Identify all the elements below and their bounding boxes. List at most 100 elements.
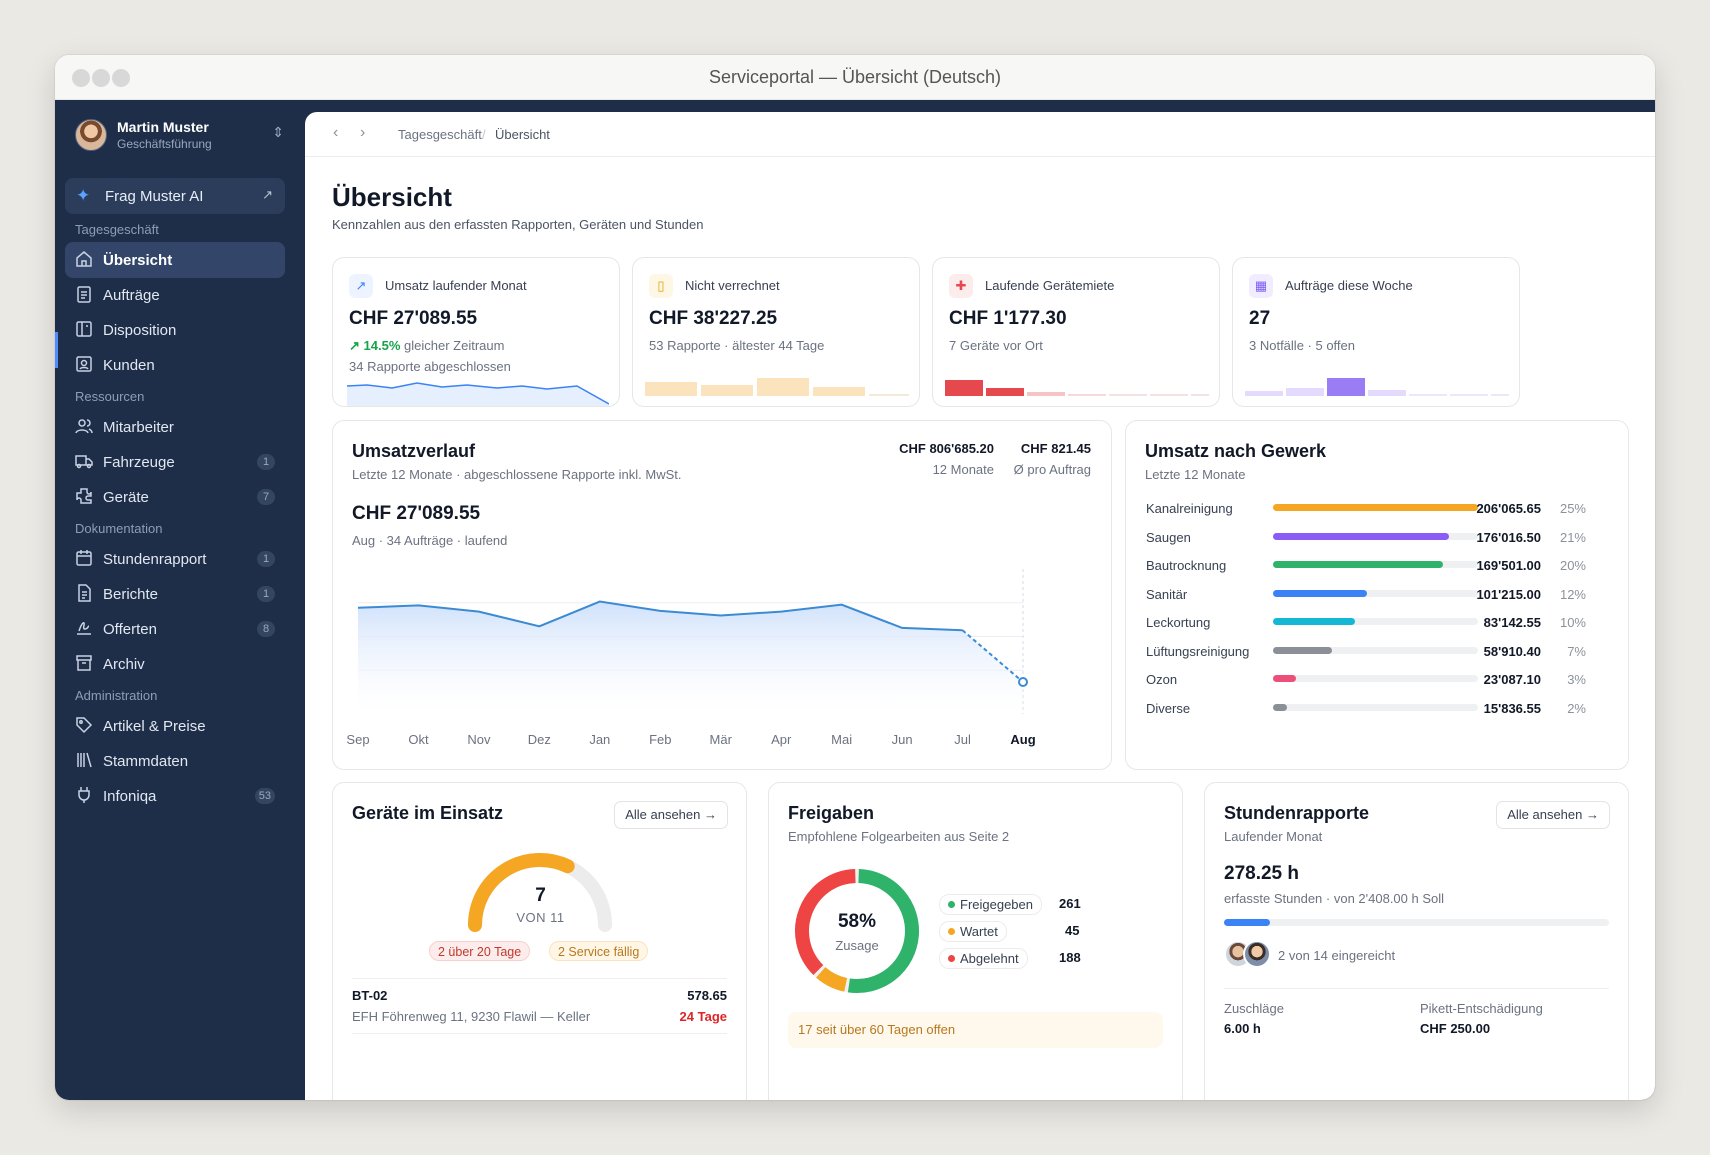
kpi-card-auftraege[interactable]: ▦ Aufträge diese Woche 27 3 Notfälle · 5…	[1232, 257, 1520, 407]
trend-up-icon: ↗	[349, 274, 373, 298]
user-switcher[interactable]: Martin Muster Geschäftsführung ⇕	[75, 117, 290, 155]
hours-sub: erfasste Stunden · von 2'408.00 h Soll	[1224, 891, 1445, 906]
freigaben-donut	[795, 869, 919, 993]
donut-slice[interactable]	[816, 966, 848, 992]
legend-label: Abgelehnt	[960, 951, 1019, 966]
plug-icon	[78, 787, 90, 803]
card-subtitle: Letzte 12 Monate · abgeschlossene Rappor…	[352, 467, 682, 482]
current-point[interactable]	[1018, 677, 1028, 688]
tag-icon	[76, 717, 93, 734]
gewerk-row[interactable]: Sanitär 101'215.00 12%	[1146, 585, 1586, 605]
gewerk-bar	[1273, 675, 1296, 682]
count-badge: 8	[257, 621, 275, 637]
gewerk-row[interactable]: Bautrocknung 169'501.00 20%	[1146, 556, 1586, 576]
sidebar-item-offerten[interactable]: Offerten 8	[65, 611, 285, 647]
sidebar-item-stammdaten[interactable]: Stammdaten	[65, 743, 285, 779]
sidebar-item-geraete[interactable]: Geräte 7	[65, 479, 285, 515]
pikett-value: CHF 250.00	[1420, 1021, 1491, 1036]
geraete-gauge	[468, 853, 612, 932]
kpi-bars	[945, 376, 1209, 396]
legend-value: 188	[1059, 950, 1081, 965]
gewerk-row[interactable]: Saugen 176'016.50 21%	[1146, 528, 1586, 548]
kpi-card-nicht-verrechnet[interactable]: ▯ Nicht verrechnet CHF 38'227.25 53 Rapp…	[632, 257, 920, 407]
gewerk-value: 176'016.50	[1476, 529, 1541, 545]
gewerk-row[interactable]: Diverse 15'836.55 2%	[1146, 699, 1586, 719]
avg-value: CHF 821.45	[1020, 441, 1091, 456]
legend-value: 261	[1059, 896, 1081, 911]
kpi-card-geraetemiete[interactable]: ✚ Laufende Gerätemiete CHF 1'177.30 7 Ge…	[932, 257, 1220, 407]
gewerk-row[interactable]: Kanalreinigung 206'065.65 25%	[1146, 499, 1586, 519]
sidebar-item-label: Disposition	[103, 322, 177, 339]
card-title: Stundenrapporte	[1224, 803, 1370, 823]
legend-abgelehnt: Abgelehnt 188	[939, 948, 1089, 969]
calendar-icon	[76, 550, 92, 566]
chevron-updown-icon: ⇕	[272, 124, 284, 140]
warning-banner[interactable]: 17 seit über 60 Tagen offen	[788, 1012, 1163, 1048]
sidebar-item-kunden[interactable]: Kunden	[65, 347, 285, 383]
window-title: Serviceportal — Übersicht (Deutsch)	[708, 67, 1002, 87]
kpi-card-umsatz[interactable]: ↗ Umsatz laufender Monat CHF 27'089.55 ↗…	[332, 257, 620, 407]
x-tick-label: Feb	[649, 732, 671, 747]
count-badge: 7	[257, 489, 275, 505]
gewerk-bar-track	[1273, 589, 1478, 597]
sidebar-item-archiv[interactable]: Archiv	[65, 646, 285, 682]
sidebar-item-stundenrapport[interactable]: Stundenrapport 1	[65, 541, 285, 577]
sidebar-item-label: Berichte	[103, 586, 159, 603]
x-tick-label: Jun	[892, 732, 913, 747]
gewerk-row[interactable]: Lüftungsreinigung 58'910.40 7%	[1146, 642, 1586, 662]
gewerk-name: Diverse	[1146, 700, 1191, 716]
sidebar-item-artikel-preise[interactable]: Artikel & Preise	[65, 708, 285, 744]
gewerk-percent: 21%	[1559, 529, 1586, 545]
alert-pill-overdue[interactable]: 2 über 20 Tage	[429, 941, 531, 961]
kpi-sub: 53 Rapporte · ältester 44 Tage	[649, 338, 825, 353]
gewerk-row[interactable]: Leckortung 83'142.55 10%	[1146, 613, 1586, 633]
users-icon	[75, 419, 93, 434]
donut-slice[interactable]	[795, 869, 856, 976]
card-subtitle: Laufender Monat	[1224, 829, 1323, 844]
minimize-window-button[interactable]	[92, 69, 110, 87]
view-all-stunden-button[interactable]: Alle ansehen →	[1496, 801, 1610, 829]
gewerk-bar	[1273, 589, 1368, 597]
sidebar: Martin Muster Geschäftsführung ⇕ ✦ Frag …	[55, 100, 305, 1100]
gewerk-bar-track	[1273, 703, 1478, 711]
sidebar-item-auftraege[interactable]: Aufträge	[65, 277, 285, 313]
legend-label: Freigegeben	[960, 897, 1033, 912]
gewerk-bar	[1273, 532, 1450, 540]
home-icon	[76, 251, 92, 267]
back-icon[interactable]: ‹	[333, 124, 339, 141]
x-tick-label: Mai	[831, 732, 852, 747]
section-label: Ressourcen	[75, 389, 145, 404]
x-tick-label: Dez	[528, 732, 551, 747]
gewerk-bar-track	[1273, 504, 1478, 511]
breadcrumb-current: Übersicht	[495, 127, 550, 142]
view-all-geraete-button[interactable]: Alle ansehen →	[614, 801, 728, 829]
ask-ai-button[interactable]: ✦ Frag Muster AI ↗	[65, 178, 285, 214]
breadcrumb-parent[interactable]: Tagesgeschäft	[398, 127, 482, 142]
avatar	[1243, 940, 1271, 968]
sidebar-item-fahrzeuge[interactable]: Fahrzeuge 1	[65, 444, 285, 480]
sidebar-item-disposition[interactable]: Disposition	[65, 312, 285, 348]
divider	[352, 1033, 727, 1034]
sidebar-item-berichte[interactable]: Berichte 1	[65, 576, 285, 612]
app-window: Serviceportal — Übersicht (Deutsch) Mart…	[55, 55, 1655, 1100]
page-title: Übersicht	[332, 182, 452, 212]
gewerk-bar	[1273, 646, 1333, 654]
sidebar-item-label: Artikel & Preise	[103, 718, 206, 735]
donut-slice[interactable]	[847, 869, 919, 993]
forward-icon[interactable]: ›	[360, 124, 366, 141]
gewerk-name: Sanitär	[1146, 586, 1188, 602]
gewerk-percent: 12%	[1559, 586, 1586, 602]
sidebar-item-infoniqa[interactable]: Infoniqa 53	[65, 778, 285, 814]
gewerk-name: Bautrocknung	[1146, 558, 1227, 573]
sidebar-item-uebersicht[interactable]: Übersicht	[65, 242, 285, 278]
alert-pill-service[interactable]: 2 Service fällig	[549, 941, 649, 961]
close-window-button[interactable]	[72, 69, 90, 87]
count-badge: 1	[257, 454, 275, 470]
contact-card-icon	[76, 356, 92, 372]
gauge-total: VON 11	[516, 910, 565, 925]
kpi-sub: 34 Rapporte abgeschlossen	[349, 359, 511, 374]
zoom-window-button[interactable]	[112, 69, 130, 87]
gewerk-row[interactable]: Ozon 23'087.10 3%	[1146, 670, 1586, 690]
sidebar-item-mitarbeiter[interactable]: Mitarbeiter	[65, 409, 285, 445]
gauge-count: 7	[535, 885, 546, 906]
